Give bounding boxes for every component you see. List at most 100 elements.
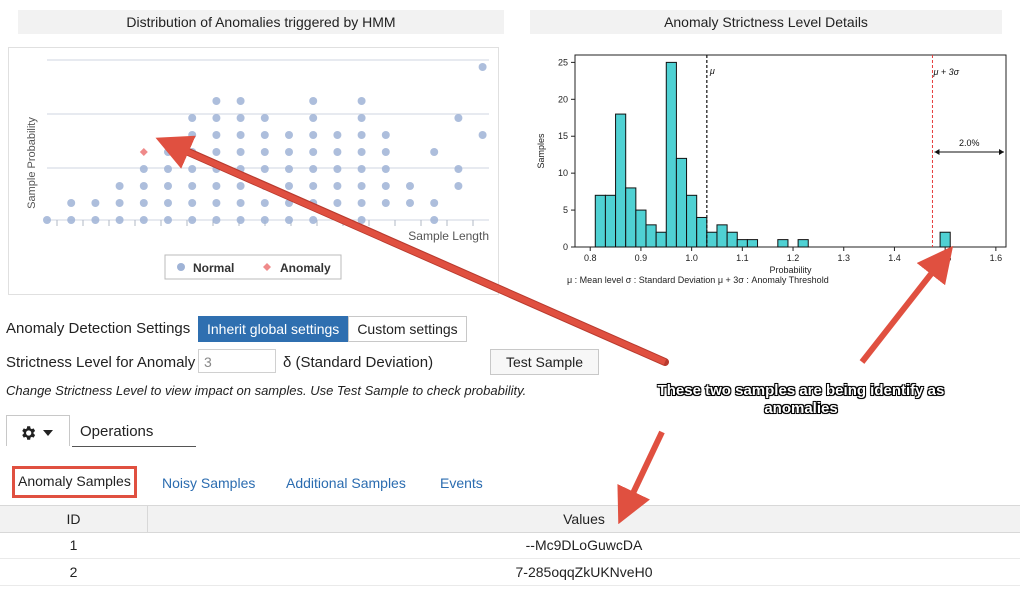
scatter-point-normal (381, 131, 390, 139)
callout-text: These two samples are being identify as … (657, 382, 945, 417)
scatter-point-normal (212, 216, 221, 224)
table-header-values[interactable]: Values (563, 511, 605, 527)
scatter-point-normal (236, 97, 245, 105)
operations-tab[interactable]: Operations (80, 423, 154, 440)
histogram-y-tick-label: 20 (558, 94, 568, 104)
scatter-point-normal (212, 148, 221, 156)
scatter-point-normal (357, 199, 366, 207)
scatter-point-normal (164, 199, 172, 207)
scatter-point-normal (309, 131, 318, 139)
scatter-point-normal (115, 216, 124, 224)
histogram-frame (574, 54, 1007, 248)
scatter-point-anomaly (139, 148, 148, 156)
table-cell-id: 2 (69, 564, 78, 580)
scatter-point-normal (381, 199, 390, 207)
detection-settings-label: Anomaly Detection Settings (6, 320, 191, 337)
strictness-level-input[interactable]: 3 (198, 349, 276, 373)
scatter-point-normal (260, 165, 269, 173)
legend-normal-marker (177, 263, 185, 271)
detection-settings-toggle: Inherit global settings Custom settings (198, 316, 467, 342)
histogram-x-tick-label: 1.4 (888, 253, 901, 263)
scatter-point-normal (333, 148, 342, 156)
scatter-point-normal (188, 114, 197, 122)
sigma-unit-label: δ (Standard Deviation) (283, 354, 434, 371)
histogram-legend-text: μ : Mean level σ : Standard Deviation μ … (567, 275, 829, 285)
histogram-mean-label: μ (709, 66, 715, 76)
scatter-point-normal (212, 182, 221, 190)
histogram-threshold-label: μ + 3σ (932, 67, 959, 77)
scatter-point-normal (212, 199, 221, 207)
histogram-y-tick-label: 15 (558, 131, 568, 141)
scatter-point-normal (43, 216, 51, 224)
histogram-bar (797, 239, 809, 248)
scatter-point-normal (236, 182, 245, 190)
test-sample-button[interactable]: Test Sample (490, 349, 599, 375)
operations-underline (72, 446, 196, 447)
tab-anomaly-samples-box[interactable]: Anomaly Samples (12, 466, 137, 498)
scatter-x-axis-label: Sample Length (408, 229, 489, 243)
scatter-point-normal (381, 165, 390, 173)
strictness-level-label: Strictness Level for Anomaly (6, 354, 196, 371)
scatter-point-normal (357, 148, 366, 156)
scatter-point-normal (236, 131, 245, 139)
scatter-point-normal (212, 97, 221, 105)
scatter-point-normal (454, 114, 463, 122)
scatter-point-normal (333, 131, 342, 139)
tab-noisy-samples[interactable]: Noisy Samples (162, 475, 256, 491)
table-header-id[interactable]: ID (66, 511, 81, 527)
settings-dropdown-button[interactable] (6, 415, 70, 446)
legend-normal-label: Normal (193, 261, 234, 275)
scatter-point-normal (309, 148, 318, 156)
scatter-point-normal (333, 165, 342, 173)
scatter-point-normal (139, 199, 148, 207)
scatter-chart-title: Distribution of Anomalies triggered by H… (18, 10, 504, 34)
scatter-point-normal (285, 182, 293, 190)
arrow-to-histogram (859, 245, 954, 364)
scatter-point-normal (236, 216, 245, 224)
inherit-global-settings-button[interactable]: Inherit global settings (198, 316, 349, 342)
scatter-point-normal (357, 182, 366, 190)
scatter-plot-svg: Sample Probability Sample Length Normal Ano… (26, 59, 511, 280)
table-row[interactable]: 2 7-285oqqZkUKNveH0 (0, 559, 1020, 586)
scatter-point-normal (309, 182, 318, 190)
scatter-legend: Normal Anomaly (164, 254, 342, 280)
scatter-point-normal (212, 114, 221, 122)
scatter-point-normal (260, 131, 269, 139)
histogram-y-axis-label: Samples (536, 133, 546, 169)
histogram-bar (746, 239, 759, 248)
scatter-point-normal (357, 97, 366, 105)
tab-events[interactable]: Events (440, 475, 483, 491)
histogram-bar (665, 61, 677, 248)
histogram-chart-title: Anomaly Strictness Level Details (530, 10, 1002, 34)
tab-anomaly-samples[interactable]: Anomaly Samples (18, 473, 131, 489)
histogram-y-tick-label: 0 (563, 242, 568, 252)
histogram-x-tick-label: 1.2 (787, 253, 800, 263)
scatter-point-normal (260, 114, 269, 122)
scatter-point-normal (212, 131, 221, 139)
scatter-point-normal (285, 165, 293, 173)
histogram-x-tick-label: 1.6 (990, 253, 1003, 263)
scatter-point-normal (478, 131, 487, 139)
scatter-point-normal (115, 182, 124, 190)
histogram-x-tick-label: 1.3 (837, 253, 850, 263)
tab-additional-samples[interactable]: Additional Samples (286, 475, 406, 491)
scatter-point-normal (454, 182, 463, 190)
legend-anomaly-label: Anomaly (280, 261, 331, 275)
scatter-point-normal (236, 114, 245, 122)
scatter-point-normal (285, 148, 293, 156)
histogram-percent-label: 2.0% (959, 138, 980, 148)
scatter-point-normal (236, 199, 245, 207)
scatter-legend-box (164, 254, 342, 280)
scatter-point-normal (309, 165, 318, 173)
scatter-point-normal (115, 199, 124, 207)
scatter-point-normal (188, 216, 197, 224)
caret-down-icon (43, 430, 53, 436)
table-row[interactable]: 1 --Mc9DLoGuwcDA (0, 532, 1020, 559)
histogram-y-tick-label: 10 (558, 168, 568, 178)
table-cell-id: 1 (69, 537, 78, 553)
scatter-point-normal (188, 199, 197, 207)
custom-settings-button[interactable]: Custom settings (348, 316, 467, 342)
scatter-point-normal (260, 148, 269, 156)
scatter-point-normal (285, 131, 293, 139)
